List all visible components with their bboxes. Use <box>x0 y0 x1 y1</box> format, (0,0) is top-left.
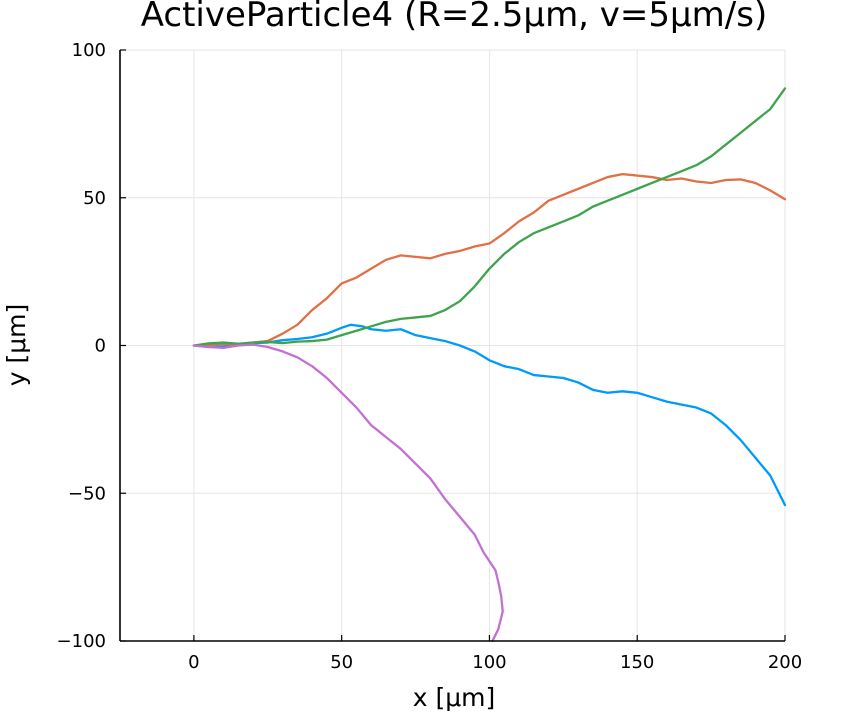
axes <box>119 49 786 642</box>
y-tick-label: 0 <box>95 336 106 357</box>
x-tick-label: 200 <box>768 652 802 673</box>
series-group <box>192 87 787 643</box>
y-tick-label: −100 <box>57 631 106 652</box>
x-tick-label: 100 <box>472 652 506 673</box>
y-tick-label: 50 <box>83 188 106 209</box>
y-tick-label: 100 <box>72 40 106 61</box>
tick-labels: 0 50 100 150 200 −100 −50 0 50 100 <box>57 40 803 673</box>
series-3-line <box>192 87 787 347</box>
x-axis-label: x [μm] <box>413 683 496 712</box>
x-tick-label: 50 <box>330 652 353 673</box>
y-axis-label: y [μm] <box>2 304 31 387</box>
x-tick-label: 150 <box>620 652 654 673</box>
series-2-line <box>192 172 787 347</box>
chart-title: ActiveParticle4 (R=2.5μm, v=5μm/s) <box>141 0 767 35</box>
y-tick-label: −50 <box>68 483 106 504</box>
series-4-line <box>192 343 504 643</box>
x-tick-label: 0 <box>188 652 199 673</box>
series-1-line <box>192 323 787 507</box>
